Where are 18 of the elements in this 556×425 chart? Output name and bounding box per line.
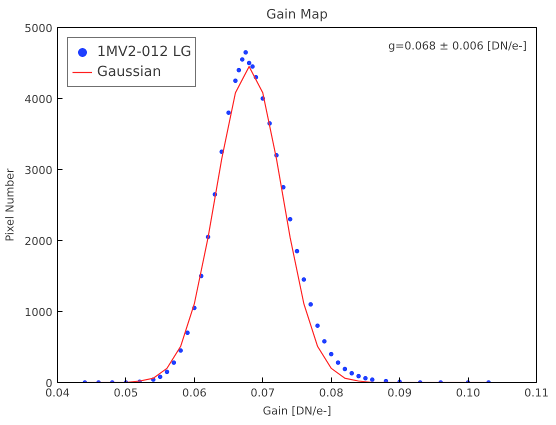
x-tick-label: 0.06 — [182, 386, 207, 400]
y-tick-label: 3000 — [24, 164, 53, 177]
annotation: g=0.068 ± 0.006 [DN/e-] — [388, 40, 527, 52]
x-tick-label: 0.08 — [318, 386, 344, 400]
x-tick-label: 0.07 — [250, 386, 276, 400]
y-tick-label: 5000 — [24, 22, 53, 35]
y-axis-title: Pixel Number — [4, 168, 17, 242]
x-tick-label: 0.11 — [524, 386, 549, 400]
y-tick-label: 2000 — [24, 235, 53, 248]
y-tick-label: 1000 — [24, 306, 53, 319]
x-tick-label: 0.05 — [114, 386, 138, 400]
x-tick-label: 0.09 — [387, 386, 412, 400]
legend-label: 1MV2-012 LG — [97, 44, 192, 60]
chart-title: Gain Map — [266, 8, 328, 22]
x-axis-title: Gain [DN/e-] — [262, 404, 332, 418]
y-tick-label: 4000 — [24, 93, 53, 106]
legend-label: Gaussian — [97, 64, 162, 80]
x-tick-label: 0.10 — [456, 386, 480, 400]
